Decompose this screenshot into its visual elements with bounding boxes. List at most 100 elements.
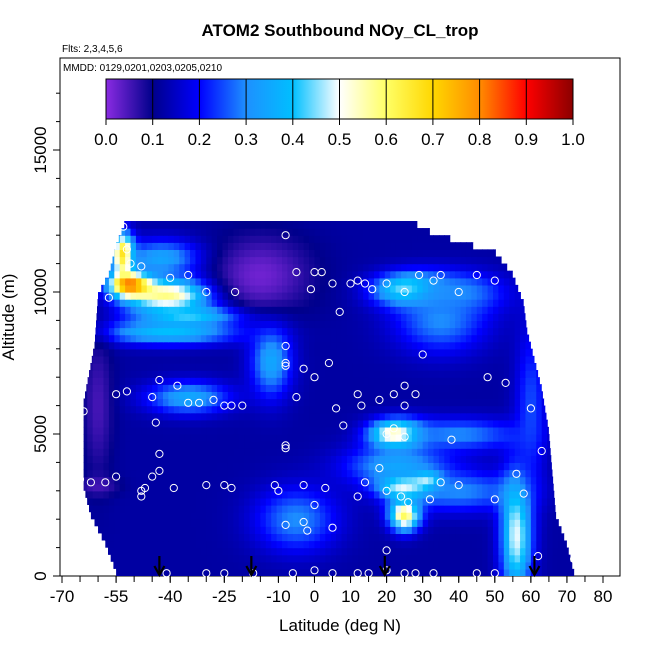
heatmap-cell	[411, 292, 418, 300]
heatmap-cell	[141, 505, 148, 513]
heatmap-cell	[98, 512, 105, 520]
heatmap-cell	[379, 327, 386, 336]
heatmap-cell	[476, 249, 483, 258]
heatmap-cell	[152, 554, 159, 563]
heatmap-cell	[303, 391, 310, 400]
heatmap-cell	[135, 426, 142, 435]
heatmap-cell	[217, 441, 224, 449]
heatmap-cell	[98, 313, 105, 321]
heatmap-cell	[379, 270, 386, 279]
x-tick-label: -55	[104, 587, 129, 606]
heatmap-cell	[254, 306, 261, 314]
heatmap-cell	[460, 391, 467, 400]
heatmap-cell	[406, 540, 413, 549]
heatmap-cell	[325, 512, 332, 520]
heatmap-cell	[222, 384, 229, 392]
heatmap-cell	[530, 384, 537, 392]
heatmap-cell	[471, 405, 478, 414]
heatmap-cell	[363, 306, 370, 314]
heatmap-cell	[487, 462, 494, 471]
heatmap-cell	[254, 327, 261, 336]
observation-point	[281, 444, 290, 453]
heatmap-cell	[265, 490, 272, 499]
heatmap-cell	[303, 284, 310, 293]
heatmap-cell	[514, 412, 521, 421]
heatmap-cell	[135, 391, 142, 400]
heatmap-cell	[363, 242, 370, 250]
heatmap-cell	[298, 455, 305, 463]
heatmap-cell	[368, 462, 375, 471]
heatmap-cell	[276, 455, 283, 463]
heatmap-cell	[319, 384, 326, 392]
heatmap-cell	[211, 448, 218, 456]
heatmap-cell	[449, 249, 456, 258]
heatmap-cell	[98, 526, 105, 534]
heatmap-cell	[428, 284, 435, 293]
heatmap-cell	[520, 370, 527, 378]
heatmap-cell	[455, 398, 462, 407]
heatmap-cell	[384, 327, 391, 336]
heatmap-cell	[325, 341, 332, 350]
heatmap-cell	[260, 235, 267, 243]
heatmap-cell	[341, 355, 348, 364]
heatmap-cell	[417, 370, 424, 378]
heatmap-cell	[390, 526, 397, 534]
heatmap-cell	[157, 398, 164, 407]
heatmap-cell	[449, 519, 456, 527]
heatmap-cell	[227, 284, 234, 293]
heatmap-cell	[125, 512, 132, 520]
heatmap-cell	[87, 469, 94, 478]
heatmap-cell	[438, 270, 445, 279]
heatmap-cell	[265, 405, 272, 414]
heatmap-cell	[276, 512, 283, 520]
heatmap-cell	[325, 370, 332, 378]
heatmap-cell	[162, 398, 169, 407]
heatmap-cell	[206, 505, 213, 513]
heatmap-cell	[482, 426, 489, 435]
heatmap-cell	[433, 540, 440, 549]
heatmap-cell	[206, 554, 213, 563]
heatmap-cell	[200, 405, 207, 414]
heatmap-cell	[390, 384, 397, 392]
heatmap-cell	[184, 299, 191, 307]
heatmap-cell	[200, 348, 207, 357]
heatmap-cell	[449, 547, 456, 556]
heatmap-cell	[184, 334, 191, 343]
heatmap-cell	[206, 540, 213, 549]
heatmap-cell	[303, 476, 310, 485]
heatmap-cell	[422, 398, 429, 407]
heatmap-cell	[503, 363, 510, 371]
heatmap-cell	[92, 355, 99, 364]
heatmap-cell	[114, 341, 121, 350]
heatmap-cell	[395, 469, 402, 478]
heatmap-cell	[352, 256, 359, 265]
heatmap-cell	[438, 263, 445, 272]
heatmap-cell	[222, 391, 229, 400]
heatmap-cell	[498, 561, 505, 570]
heatmap-cell	[200, 228, 207, 236]
heatmap-cell	[336, 306, 343, 314]
heatmap-cell	[260, 334, 267, 343]
heatmap-cell	[238, 554, 245, 563]
heatmap-cell	[444, 561, 451, 570]
heatmap-cell	[271, 363, 278, 371]
heatmap-cell	[384, 533, 391, 542]
heatmap-cell	[271, 242, 278, 250]
heatmap-cell	[471, 426, 478, 435]
heatmap-cell	[298, 512, 305, 520]
heatmap-cell	[379, 505, 386, 513]
heatmap-cell	[271, 497, 278, 506]
heatmap-cell	[503, 263, 510, 272]
heatmap-cell	[222, 519, 229, 527]
heatmap-cell	[83, 405, 88, 414]
heatmap-cell	[233, 426, 240, 435]
heatmap-cell	[146, 221, 153, 229]
heatmap-cell	[292, 270, 299, 279]
heatmap-cell	[401, 341, 408, 350]
heatmap-cell	[373, 355, 380, 364]
heatmap-cell	[287, 561, 294, 570]
heatmap-cell	[373, 277, 380, 286]
heatmap-cell	[168, 554, 175, 563]
heatmap-cell	[330, 512, 337, 520]
